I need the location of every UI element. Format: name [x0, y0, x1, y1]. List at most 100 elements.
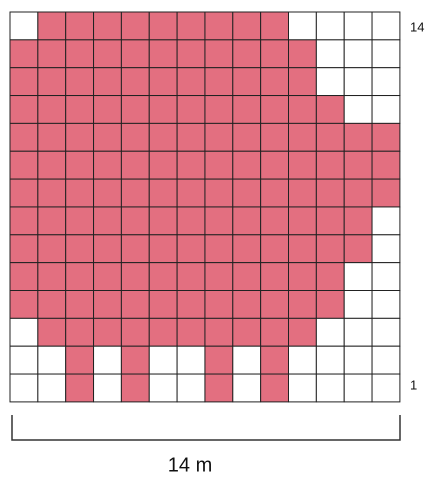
cell [371, 206, 401, 236]
cell [93, 345, 122, 375]
shaded-cell [204, 67, 234, 97]
shaded-cell [148, 317, 178, 347]
cell [371, 373, 401, 403]
shaded-cell [93, 206, 122, 236]
shaded-cell [65, 122, 95, 152]
shaded-cell [176, 317, 206, 347]
shaded-cell [260, 234, 289, 264]
cell [315, 373, 345, 403]
shaded-cell [176, 206, 206, 236]
shaded-cell [371, 178, 401, 208]
shaded-cell [288, 67, 317, 97]
shaded-cell [120, 11, 150, 41]
cell [371, 262, 401, 291]
shaded-cell [260, 345, 289, 375]
shaded-cell [93, 95, 122, 124]
shaded-cell [120, 234, 150, 264]
shaded-cell [9, 290, 39, 319]
shaded-cell [260, 122, 289, 152]
shaded-cell [37, 11, 67, 41]
shaded-cell [93, 39, 122, 69]
cell [9, 317, 39, 347]
shaded-cell [204, 317, 234, 347]
cell [176, 373, 206, 403]
shaded-cell [204, 206, 234, 236]
shaded-cell [176, 178, 206, 208]
shaded-cell [176, 290, 206, 319]
cell [371, 95, 401, 124]
cell [343, 345, 373, 375]
cell [148, 373, 178, 403]
shaded-cell [148, 67, 178, 97]
shaded-cell [176, 262, 206, 291]
shaded-cell [260, 373, 289, 403]
shaded-cell [37, 150, 67, 180]
shaded-cell [93, 290, 122, 319]
cell [232, 345, 262, 375]
shaded-cell [315, 122, 345, 152]
shaded-cell [288, 39, 317, 69]
shaded-cell [343, 178, 373, 208]
shaded-cell [288, 262, 317, 291]
shaded-cell [343, 150, 373, 180]
shaded-cell [120, 178, 150, 208]
cell [343, 67, 373, 97]
shaded-cell [120, 39, 150, 69]
cell [9, 373, 39, 403]
shaded-cell [288, 317, 317, 347]
shaded-cell [176, 122, 206, 152]
shaded-cell [232, 122, 262, 152]
shaded-cell [148, 178, 178, 208]
shaded-cell [148, 234, 178, 264]
shaded-cell [260, 178, 289, 208]
cell [288, 11, 317, 41]
shaded-cell [204, 11, 234, 41]
shaded-cell [371, 122, 401, 152]
shaded-cell [204, 290, 234, 319]
shaded-cell [288, 150, 317, 180]
shaded-cell [204, 262, 234, 291]
cell [315, 317, 345, 347]
width-label: 14 m [168, 454, 212, 476]
row-label: 1 [410, 377, 417, 392]
cell [37, 345, 67, 375]
shaded-cell [288, 178, 317, 208]
shaded-cell [204, 345, 234, 375]
shaded-cell [37, 39, 67, 69]
shaded-cell [120, 373, 150, 403]
shaded-cell [176, 234, 206, 264]
cell [93, 373, 122, 403]
cell [343, 373, 373, 403]
shaded-cell [37, 178, 67, 208]
shaded-cell [260, 95, 289, 124]
row-label: 14 [410, 19, 424, 34]
shaded-cell [232, 150, 262, 180]
shaded-cell [204, 373, 234, 403]
shaded-cell [37, 122, 67, 152]
shaded-cell [260, 262, 289, 291]
shaded-cell [204, 39, 234, 69]
shaded-cell [120, 122, 150, 152]
shaded-cell [232, 39, 262, 69]
shaded-cell [37, 317, 67, 347]
grid [9, 11, 401, 403]
shaded-cell [204, 150, 234, 180]
cell [315, 67, 345, 97]
shaded-cell [93, 122, 122, 152]
cell [343, 39, 373, 69]
cell [148, 345, 178, 375]
shaded-cell [120, 317, 150, 347]
shaded-cell [65, 290, 95, 319]
cell [315, 345, 345, 375]
shaded-cell [9, 206, 39, 236]
shaded-cell [204, 234, 234, 264]
shaded-cell [260, 317, 289, 347]
cell [371, 345, 401, 375]
shaded-cell [65, 373, 95, 403]
shaded-cell [65, 234, 95, 264]
shaded-cell [260, 67, 289, 97]
shaded-cell [65, 150, 95, 180]
shaded-cell [9, 95, 39, 124]
shaded-cell [65, 95, 95, 124]
